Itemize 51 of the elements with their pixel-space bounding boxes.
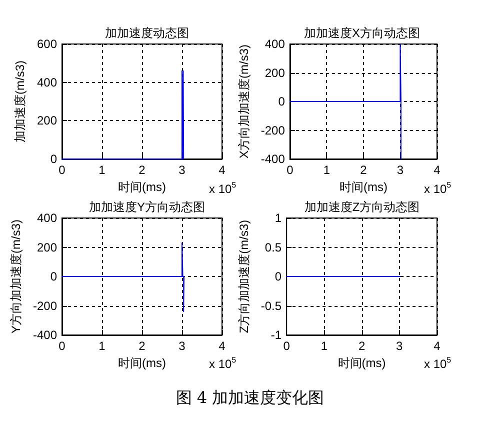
y-tick-label: 200	[264, 66, 286, 80]
y-tick-label: -400	[260, 152, 286, 166]
x-axis-title: 时间(ms)	[338, 356, 386, 370]
chart-title: 加加速度Y方向动态图	[88, 200, 206, 214]
x-tick-label: 2	[358, 339, 366, 353]
x-tick-label: 4	[218, 339, 226, 353]
x-tick-label: 4	[218, 163, 226, 177]
y-tick-label: 0	[50, 152, 58, 166]
chart-title: 加加速度X方向动态图	[304, 26, 420, 40]
y-tick-label: -400	[32, 328, 58, 342]
x-tick-label: 3	[178, 339, 186, 353]
y-tick-label: -1	[270, 328, 282, 342]
x-tick-label: 2	[138, 163, 146, 177]
x-axis-title: 时间(ms)	[339, 180, 388, 194]
y-tick-label: 1	[274, 211, 282, 225]
x-tick-label: 4	[434, 163, 441, 177]
x-tick-label: 2	[360, 163, 368, 177]
x-tick-label: 1	[323, 163, 330, 177]
y-tick-label: 0	[278, 94, 286, 108]
y-tick-label: 0	[50, 270, 58, 284]
y-tick-label: 400	[36, 211, 58, 225]
x-tick-label: 0	[58, 339, 66, 353]
y-tick-label: 0	[274, 270, 282, 284]
x-tick-label: 2	[138, 339, 146, 353]
y-tick-label: 400	[36, 75, 58, 90]
y-tick-label: -200	[260, 123, 286, 138]
y-tick-label: -200	[32, 298, 58, 313]
y-axis-title: Y方向加加速度(m/s3)	[9, 219, 24, 334]
x-tick-label: 0	[286, 163, 294, 177]
x-tick-label: 3	[396, 339, 404, 353]
chart-title: 加加速度Z方向动态图	[304, 200, 420, 214]
y-tick-label: -0.5	[260, 298, 282, 313]
x-tick-label: 1	[98, 339, 106, 353]
x-tick-label: 4	[434, 339, 441, 353]
x-tick-label: 3	[396, 163, 404, 177]
x-tick-label: 1	[98, 163, 106, 177]
y-tick-label: 400	[264, 37, 286, 51]
y-tick-label: 600	[36, 37, 58, 51]
x-tick-label: 3	[178, 163, 186, 177]
x-tick-label: 1	[320, 339, 328, 353]
x-axis-title: 时间(ms)	[118, 180, 166, 194]
caption: 图 4 加加速度变化图	[174, 388, 326, 409]
y-axis-title: X方向加加速度(m/s3)	[237, 44, 251, 158]
y-tick-label: 0.5	[264, 240, 282, 254]
y-tick-label: 200	[36, 240, 58, 254]
y-tick-label: 200	[36, 114, 58, 128]
y-axis-title: 加加速度(m/s3)	[13, 60, 28, 142]
y-axis-title: Z方向加加速度(m/s3)	[237, 220, 251, 334]
chart-title: 加加速度动态图	[105, 26, 189, 40]
x-axis-title: 时间(ms)	[118, 356, 166, 370]
x-tick-label: 0	[58, 163, 66, 177]
